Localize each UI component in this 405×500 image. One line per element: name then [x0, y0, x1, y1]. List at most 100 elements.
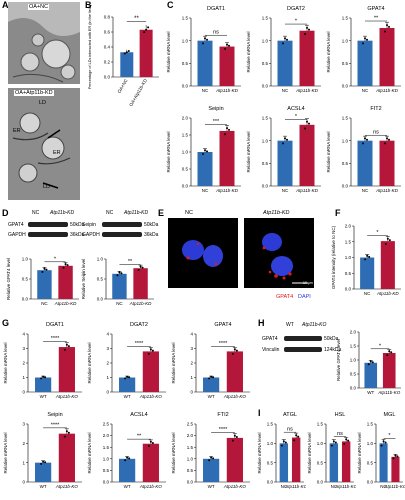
data-point [126, 375, 129, 378]
y-tick-label: 0.0 [367, 480, 374, 485]
y-tick-label: 1.0 [350, 358, 357, 363]
legend-gpat4: GPAT4 [276, 294, 294, 300]
data-point [120, 272, 123, 275]
data-point [330, 444, 333, 447]
chart-g-seipin: Seipin Relative mRNA level 0 1 2 3 WT Atp11b-KO… [3, 412, 82, 489]
y-tick-label: 0.5 [187, 468, 194, 473]
y-tick-label: 3 [22, 422, 25, 427]
blot-kda: 50kDa [144, 222, 159, 228]
y-tick-label: 1.5 [350, 344, 357, 349]
y-axis-label: Relative Seipin level [81, 259, 86, 300]
sig-marker: * [376, 230, 379, 236]
y-tick-label: 0.5 [345, 271, 352, 276]
x-tick-label: NC [41, 301, 48, 306]
sig-marker: ns [373, 130, 379, 136]
data-point [226, 43, 228, 46]
x-tick-label: Atp11b-KD [375, 188, 398, 193]
y-tick-label: 0.0 [345, 287, 352, 292]
blot-d-seipin: NC Atp11b-KD Seipin 50kDa GAPDH 36kDa [82, 210, 158, 248]
y-tick-label: 2 [106, 361, 109, 366]
data-point [124, 377, 127, 380]
sig-marker: ** [134, 16, 139, 22]
bar-NC [277, 40, 293, 86]
chart-panel-b: Percentage of LDs interacted with ER (in… [88, 5, 159, 107]
chart-c-seipin: Seipin Relative mRNA level 0.0 0.5 1.0 1.5 2.0… [166, 106, 241, 193]
y-tick-label: 1.0 [262, 138, 269, 143]
bar-WT [203, 458, 220, 482]
y-axis-label: Relative mRNA level [87, 432, 92, 473]
data-point [63, 348, 66, 351]
y-tick-label: 1.0 [22, 257, 29, 262]
y-tick-label: 1.0 [182, 150, 189, 155]
blot-hdr-ko: Atp11b-KO [302, 322, 327, 328]
y-tick-label: 0.0 [262, 184, 269, 189]
chart-h: Relative GPAT4 level 0.0 0.5 1.0 1.5 2.0 WT Atp… [336, 330, 401, 395]
bar-Atp11b-KO [291, 437, 301, 482]
bar-Atp11b-KO [341, 441, 351, 482]
chart-c-dgat2: DGAT2 Relative mRNA level 0.0 0.5 1.0 1.5 NC At… [246, 6, 321, 93]
x-tick-label: WT [124, 394, 131, 399]
data-point [40, 377, 43, 380]
panel-label-b: B [85, 0, 92, 10]
y-tick-label: 0.5 [342, 161, 349, 166]
panel-label-d: D [2, 208, 9, 218]
data-point [306, 26, 308, 29]
x-tick-label: NC [281, 484, 288, 489]
data-point [126, 456, 129, 459]
y-tick-label: 0.0 [317, 480, 324, 485]
sig-marker: *** [213, 119, 220, 125]
y-tick-label: 2.0 [345, 224, 352, 229]
fluor-image-kd [244, 218, 314, 288]
y-tick-label: 2.0 [350, 330, 357, 335]
y-tick-label: 4 [22, 332, 25, 337]
y-axis-label: Relative mRNA level [246, 31, 251, 72]
em-ld-label-2: LD [43, 184, 51, 190]
x-tick-label: WT [124, 484, 131, 489]
y-tick-label: 1.5 [317, 422, 324, 427]
bar-Atp11b-KO [226, 437, 243, 482]
data-point [233, 434, 236, 437]
data-point [128, 376, 131, 379]
bar-Atp11b-KO [58, 347, 75, 392]
bar-WT [35, 377, 52, 392]
data-point [212, 457, 215, 460]
data-point [64, 263, 67, 266]
y-tick-label: 2.0 [182, 116, 189, 121]
y-tick-label: 0.5 [317, 460, 324, 465]
y-tick-label: 1.5 [267, 422, 274, 427]
chart-i-atgl: ATGL Relative mRNA level 0.0 0.5 1.0 1.5 NCAtp… [257, 412, 306, 489]
y-tick-label: 0.5 [262, 61, 269, 66]
blot-band [28, 222, 68, 227]
em-ld-label-1: LD [39, 100, 47, 106]
chart-g-fti2: FTI2 Relative mRNA level 0.0 0.5 1.0 1.5 2.0 2.… [171, 412, 250, 489]
bar-WT [364, 362, 378, 388]
sig-marker: **** [51, 336, 60, 342]
chart-c-acsl4: ACSL4 Relative mRNA level 0.0 0.5 1.0 1.5 NC At… [246, 106, 321, 193]
em-image-kd [8, 88, 80, 200]
bar-NC [379, 443, 388, 482]
bar-WT [35, 462, 52, 482]
em-label-nc: OA+NC [28, 4, 50, 10]
x-tick-label: Atp11b-KO [139, 484, 162, 489]
x-tick-label: NC [331, 484, 338, 489]
blot-band [284, 347, 322, 352]
data-point [235, 349, 238, 352]
y-tick-label: 4 [190, 332, 193, 337]
y-tick-label: 1.5 [342, 16, 349, 21]
data-point [124, 459, 127, 462]
data-point [226, 127, 228, 130]
data-point [128, 457, 131, 460]
x-tick-label: Atp11b-KO [334, 484, 356, 489]
x-tick-label: WT [208, 394, 215, 399]
blot-hdr-kd: Atp11b-KD [124, 210, 149, 216]
y-tick-label: 0.4 [104, 45, 111, 50]
data-point [224, 133, 226, 136]
data-point [284, 137, 286, 140]
y-tick-label: 2.5 [187, 422, 194, 427]
bar-NC [112, 273, 127, 299]
bar-OA+NC [120, 52, 134, 77]
x-tick-label: Atp11b-KD [215, 88, 238, 93]
bar-Atp11b-KD [379, 140, 395, 186]
blot-hdr-kd: Atp11b-KD [50, 210, 75, 216]
y-tick-label: 0 [106, 390, 109, 395]
